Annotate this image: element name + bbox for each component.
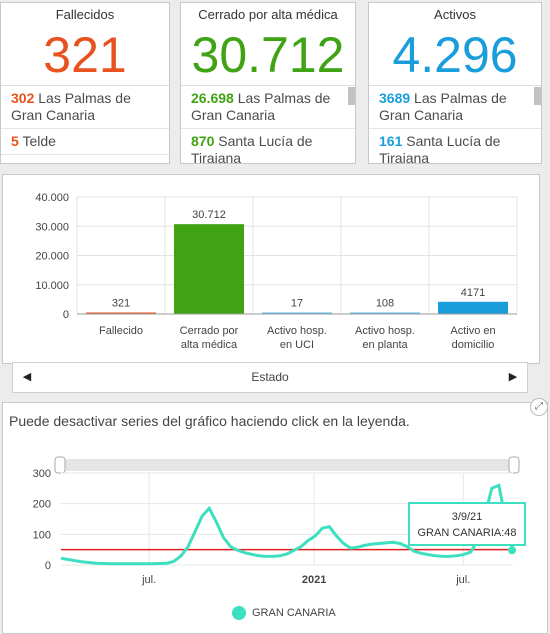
- item-count: 161: [379, 133, 403, 149]
- x-tick-label: Activo hosp.: [267, 325, 327, 337]
- x-tick-label: jul.: [455, 574, 470, 586]
- tooltip-date: 3/9/21: [451, 511, 483, 523]
- bar: [86, 312, 156, 314]
- list-item[interactable]: 870 Santa Lucía de Tirajana: [181, 129, 355, 163]
- x-tick-label: Fallecido: [99, 325, 143, 337]
- x-tick-label: Activo hosp.: [355, 325, 415, 337]
- legend-item[interactable]: GRAN CANARIA: [232, 606, 336, 620]
- item-count: 26.698: [191, 90, 234, 106]
- item-label: Telde: [22, 133, 56, 149]
- range-slider-track: [61, 459, 513, 471]
- item-label: Las Palmas de Gran Canaria: [379, 90, 507, 123]
- y-tick-label: 300: [33, 468, 51, 480]
- bar-value-label: 4171: [461, 287, 485, 299]
- scroll-right-icon[interactable]: ▶: [508, 371, 518, 383]
- bar: [438, 301, 508, 314]
- scrollbar-thumb[interactable]: [534, 87, 541, 105]
- card-value: 30.712: [191, 27, 345, 83]
- bar: [262, 312, 332, 314]
- x-tick-label: jul.: [141, 574, 156, 586]
- list-item[interactable]: 302 Las Palmas de Gran Canaria: [1, 86, 169, 129]
- y-tick-label: 30.000: [35, 221, 69, 233]
- item-count: 3689: [379, 90, 411, 106]
- item-label: Santa Lucía de Tirajana: [191, 133, 313, 163]
- bar-chart: 0 10.000 20.000 30.000 40.000 321 Fallecido 30.…: [35, 192, 518, 351]
- bar-value-label: 30.712: [192, 209, 226, 221]
- list-item[interactable]: 161 Santa Lucía de Tirajana: [369, 129, 541, 163]
- expand-icon[interactable]: ⤢: [530, 398, 548, 416]
- item-label: Las Palmas de Gran Canaria: [11, 90, 131, 123]
- series-line: [60, 483, 515, 566]
- y-tick-label: 40.000: [35, 192, 69, 204]
- x-tick-label: domicilio: [452, 339, 495, 351]
- card-value: 4.296: [392, 27, 518, 83]
- bar: [174, 224, 244, 314]
- x-tick-label: en UCI: [280, 339, 314, 351]
- line-chart: 0 100 200 300 jul. 2021 jul.: [33, 456, 520, 586]
- y-tick-label: 10.000: [35, 280, 69, 292]
- legend-swatch: [232, 606, 246, 620]
- card-list[interactable]: 3689 Las Palmas de Gran Canaria 161 Sant…: [369, 85, 541, 163]
- x-tick-label: Cerrado por: [180, 325, 239, 337]
- y-tick-label: 0: [63, 309, 69, 321]
- card-value: 321: [43, 27, 127, 83]
- chart-nav: ◀ Estado ▶: [12, 362, 528, 393]
- x-tick-label: en planta: [362, 339, 408, 351]
- chart-tooltip: 3/9/21 GRAN CANARIA:48: [408, 502, 526, 546]
- card-title: Fallecidos: [55, 7, 115, 22]
- item-count: 870: [191, 133, 215, 149]
- highlight-point: [508, 546, 516, 555]
- range-handle-left: [54, 456, 66, 474]
- bar-chart-panel: 0 10.000 20.000 30.000 40.000 321 Fallecido 30.…: [2, 174, 540, 364]
- y-tick-label: 100: [33, 529, 51, 541]
- bar: [350, 312, 420, 314]
- x-tick-label: alta médica: [181, 339, 238, 351]
- item-count: 5: [11, 133, 19, 149]
- range-handle-right: [508, 456, 520, 474]
- y-tick-label: 200: [33, 499, 51, 511]
- bar-value-label: 321: [112, 298, 130, 310]
- card-title: Activos: [434, 7, 476, 22]
- list-item[interactable]: 3689 Las Palmas de Gran Canaria: [369, 86, 541, 129]
- legend-label: GRAN CANARIA: [252, 607, 336, 619]
- scrollbar-thumb[interactable]: [348, 87, 355, 105]
- x-tick-label: Activo en: [450, 325, 495, 337]
- item-label: Santa Lucía de Tirajana: [379, 133, 501, 163]
- item-label: Las Palmas de Gran Canaria: [191, 90, 331, 123]
- card-cerrado: Cerrado por alta médica 30.712 26.698 La…: [180, 2, 356, 164]
- list-item[interactable]: 26.698 Las Palmas de Gran Canaria: [181, 86, 355, 129]
- card-activos: Activos 4.296 3689 Las Palmas de Gran Ca…: [368, 2, 542, 164]
- y-tick-label: 0: [45, 560, 51, 572]
- card-fallecidos: Fallecidos 321 302 Las Palmas de Gran Ca…: [0, 2, 170, 164]
- x-axis-title: Estado: [251, 370, 289, 384]
- hint-text: Puede desactivar series del gráfico haci…: [9, 413, 410, 429]
- bar-value-label: 17: [291, 298, 303, 310]
- card-list[interactable]: 26.698 Las Palmas de Gran Canaria 870 Sa…: [181, 85, 355, 163]
- y-tick-label: 20.000: [35, 251, 69, 263]
- scroll-left-icon[interactable]: ◀: [22, 371, 32, 383]
- list-item[interactable]: 5 Telde: [1, 129, 169, 155]
- card-title: Cerrado por alta médica: [198, 7, 338, 22]
- item-count: 302: [11, 90, 35, 106]
- x-tick-label: 2021: [302, 574, 326, 586]
- tooltip-value: GRAN CANARIA:48: [417, 527, 517, 539]
- bar-value-label: 108: [376, 298, 394, 310]
- card-list[interactable]: 302 Las Palmas de Gran Canaria 5 Telde: [1, 85, 169, 163]
